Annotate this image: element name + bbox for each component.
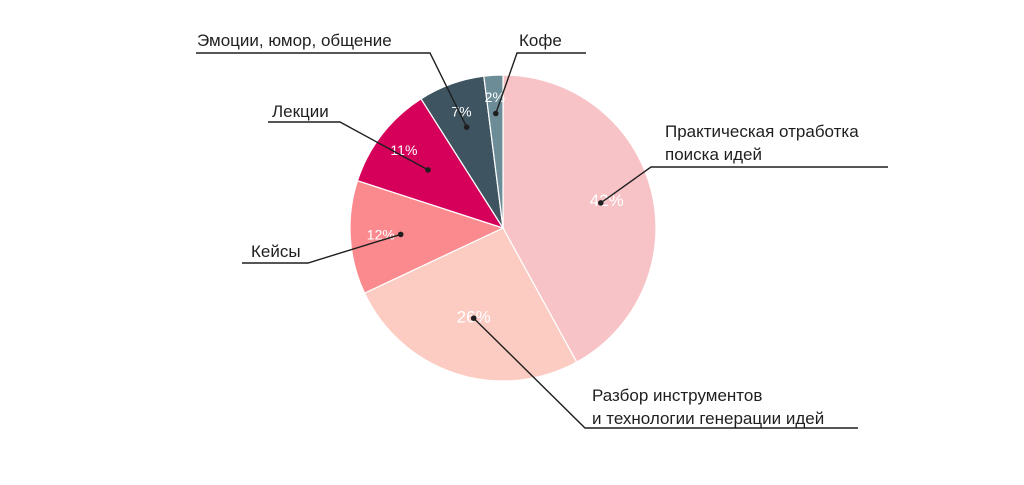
percent-label: 42%: [590, 191, 624, 210]
percent-labels: 42%26%12%11%7%2%: [367, 89, 624, 327]
category-label: Кофе: [519, 31, 562, 50]
category-label: Практическая отработка: [665, 122, 859, 141]
pie-slice: [356, 97, 505, 230]
leader-line: [196, 52, 468, 128]
leader-lines: [196, 52, 888, 429]
leader-line: [268, 121, 429, 171]
pie-slice: [502, 74, 657, 363]
leader-line: [495, 52, 586, 114]
category-label: Лекции: [272, 102, 329, 121]
category-label: Разбор инструментов: [592, 386, 762, 405]
category-labels: Практическая отработка поиска идей Разбор …: [197, 31, 859, 428]
leader-line: [600, 166, 888, 204]
percent-label: 11%: [390, 142, 417, 158]
leader-line: [242, 233, 401, 264]
pie-slices: [349, 74, 657, 382]
pie-slice: [363, 227, 578, 382]
category-label: поиска идей: [665, 145, 762, 164]
category-label: Эмоции, юмор, общение: [197, 31, 392, 50]
leader-line: [473, 317, 858, 429]
pie-slice: [349, 179, 505, 294]
category-label: Кейсы: [251, 242, 301, 261]
category-label: и технологии генерации идей: [592, 409, 824, 428]
